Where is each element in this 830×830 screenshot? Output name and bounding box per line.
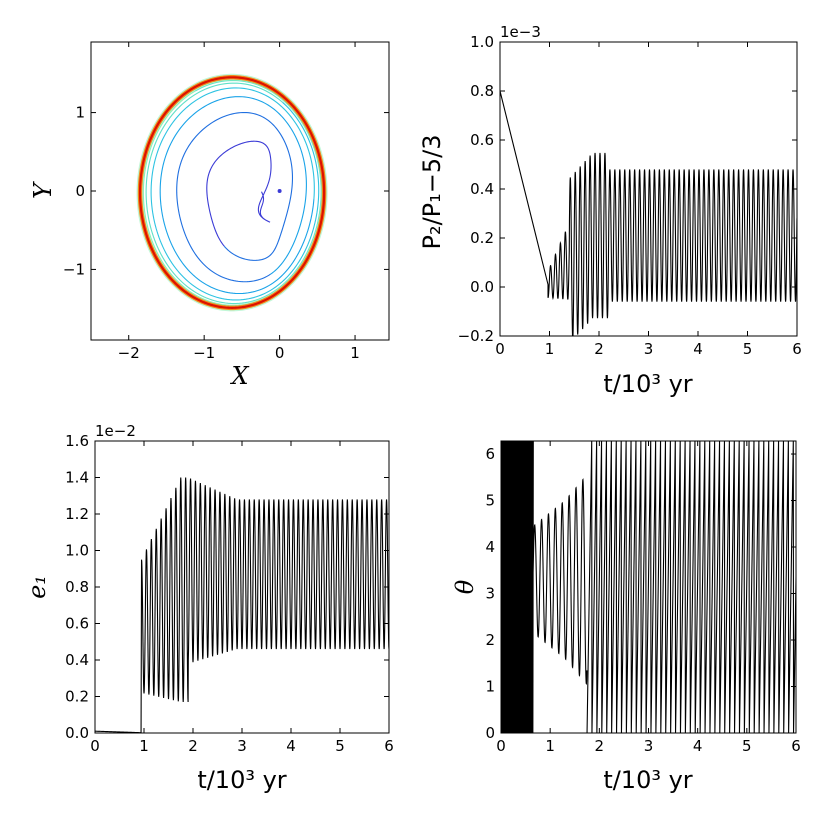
x-tick-label: 1 <box>545 340 555 358</box>
x-tick-label: 3 <box>237 737 247 755</box>
eccentricity-panel: 0 1 2 3 4 5 60.00.20.40.60.81.01.21.41.6 1e−2 … <box>23 422 394 794</box>
y-tick-label: 0.4 <box>470 180 494 198</box>
orbit-trajectory-segment <box>206 140 272 247</box>
orbit-ticks: −2 −1 0 1 −1 0 1 <box>63 42 389 362</box>
y-tick-label: 0.6 <box>65 615 89 633</box>
eccentricity-offset-text: 1e−2 <box>95 422 136 440</box>
orbit-trajectory-segment <box>176 111 294 283</box>
orbit-plot-area <box>136 73 328 312</box>
eccentricity-axes-frame <box>94 440 390 734</box>
eccentricity-ticks: 0 1 2 3 4 5 6 0.0 0.2 0.4 0.6 0.8 1.0 1.2 1.4 1.6 <box>65 432 394 755</box>
x-tick-label: 1 <box>139 737 149 755</box>
period-ratio-offset-text: 1e−3 <box>500 23 541 41</box>
x-tick-label: 3 <box>644 340 654 358</box>
y-tick-label: 6 <box>485 445 495 463</box>
y-tick-label: 0.0 <box>470 278 494 296</box>
resonant-angle-ticks: 0 1 2 3 4 5 6 0 1 2 3 4 5 6 <box>485 441 801 755</box>
x-tick-label: 6 <box>384 737 394 755</box>
y-tick-label: 1.0 <box>470 33 494 51</box>
period-ratio-plot-area <box>500 90 797 336</box>
resonant-angle-y-label: θ <box>451 579 479 594</box>
y-tick-label: 0.4 <box>65 651 89 669</box>
period-ratio-y-label: P₂/P₁−5/3 <box>418 134 446 249</box>
y-tick-label: 1.6 <box>65 432 89 450</box>
y-tick-label: −0.2 <box>458 327 494 345</box>
y-tick-label: 0.8 <box>470 82 494 100</box>
x-tick-label: 5 <box>742 737 752 755</box>
x-tick-label: 5 <box>335 737 345 755</box>
x-tick-label: 1 <box>545 737 555 755</box>
y-tick-label: 0.2 <box>470 229 494 247</box>
y-tick-label: 0.6 <box>470 131 494 149</box>
period-ratio-panel: 0 1 2 3 4 5 6 −0.2 0.0 0.2 0.4 0.6 0.8 1.0 1e−3 t/10³… <box>418 23 802 398</box>
period-ratio-x-label: t/10³ yr <box>603 370 692 398</box>
orbit-start-point <box>277 189 282 193</box>
resonant-angle-series <box>501 441 796 733</box>
x-tick-label: 0 <box>90 737 100 755</box>
orbit-panel: −2 −1 0 1 −1 0 1 X Y <box>29 41 390 390</box>
x-tick-label: −2 <box>118 344 140 362</box>
x-tick-label: 2 <box>188 737 198 755</box>
y-tick-label: −1 <box>63 260 85 278</box>
orbit-y-label: Y <box>29 181 57 199</box>
resonant-angle-panel: 0 1 2 3 4 5 6 0 1 2 3 4 5 6 t/10³ yr θ <box>451 440 801 794</box>
y-tick-label: 0.2 <box>65 688 89 706</box>
y-tick-label: 0 <box>485 724 495 742</box>
y-tick-label: 0.8 <box>65 578 89 596</box>
eccentricity-x-label: t/10³ yr <box>197 766 286 794</box>
y-tick-label: 0.0 <box>65 724 89 742</box>
x-tick-label: 0 <box>495 340 505 358</box>
orbit-trajectory-segment <box>150 87 320 301</box>
resonant-angle-x-label: t/10³ yr <box>603 766 692 794</box>
y-tick-label: 3 <box>485 585 495 603</box>
x-tick-label: 3 <box>644 737 654 755</box>
x-tick-label: −1 <box>193 344 215 362</box>
x-tick-label: 6 <box>792 340 802 358</box>
x-tick-label: 5 <box>743 340 753 358</box>
y-tick-label: 1.0 <box>65 542 89 560</box>
y-tick-label: 1.2 <box>65 505 89 523</box>
x-tick-label: 2 <box>594 340 604 358</box>
x-tick-label: 1 <box>350 344 360 362</box>
eccentricity-y-label: e₁ <box>23 575 51 599</box>
y-tick-label: 5 <box>485 492 495 510</box>
y-tick-label: 0 <box>75 182 85 200</box>
y-tick-label: 1.4 <box>65 469 89 487</box>
x-tick-label: 4 <box>693 737 703 755</box>
final-orbit-line <box>138 76 326 309</box>
eccentricity-series <box>95 477 389 733</box>
orbit-x-label: X <box>229 362 249 390</box>
orbit-axes-frame <box>90 41 390 341</box>
x-tick-label: 0 <box>496 737 506 755</box>
eccentricity-plot-area <box>95 477 389 733</box>
y-tick-label: 1 <box>75 104 85 122</box>
y-tick-label: 1 <box>485 678 495 696</box>
resonant-angle-plot-area <box>501 441 796 733</box>
x-tick-label: 2 <box>595 737 605 755</box>
y-tick-label: 4 <box>485 538 495 556</box>
period-ratio-ticks: 0 1 2 3 4 5 6 −0.2 0.0 0.2 0.4 0.6 0.8 1.0 <box>458 33 802 358</box>
x-tick-label: 6 <box>791 737 801 755</box>
y-tick-label: 2 <box>485 631 495 649</box>
period-ratio-series <box>500 90 797 336</box>
x-tick-label: 4 <box>286 737 296 755</box>
x-tick-label: 0 <box>275 344 285 362</box>
x-tick-label: 4 <box>693 340 703 358</box>
orbit-trajectory-segment <box>159 96 315 295</box>
